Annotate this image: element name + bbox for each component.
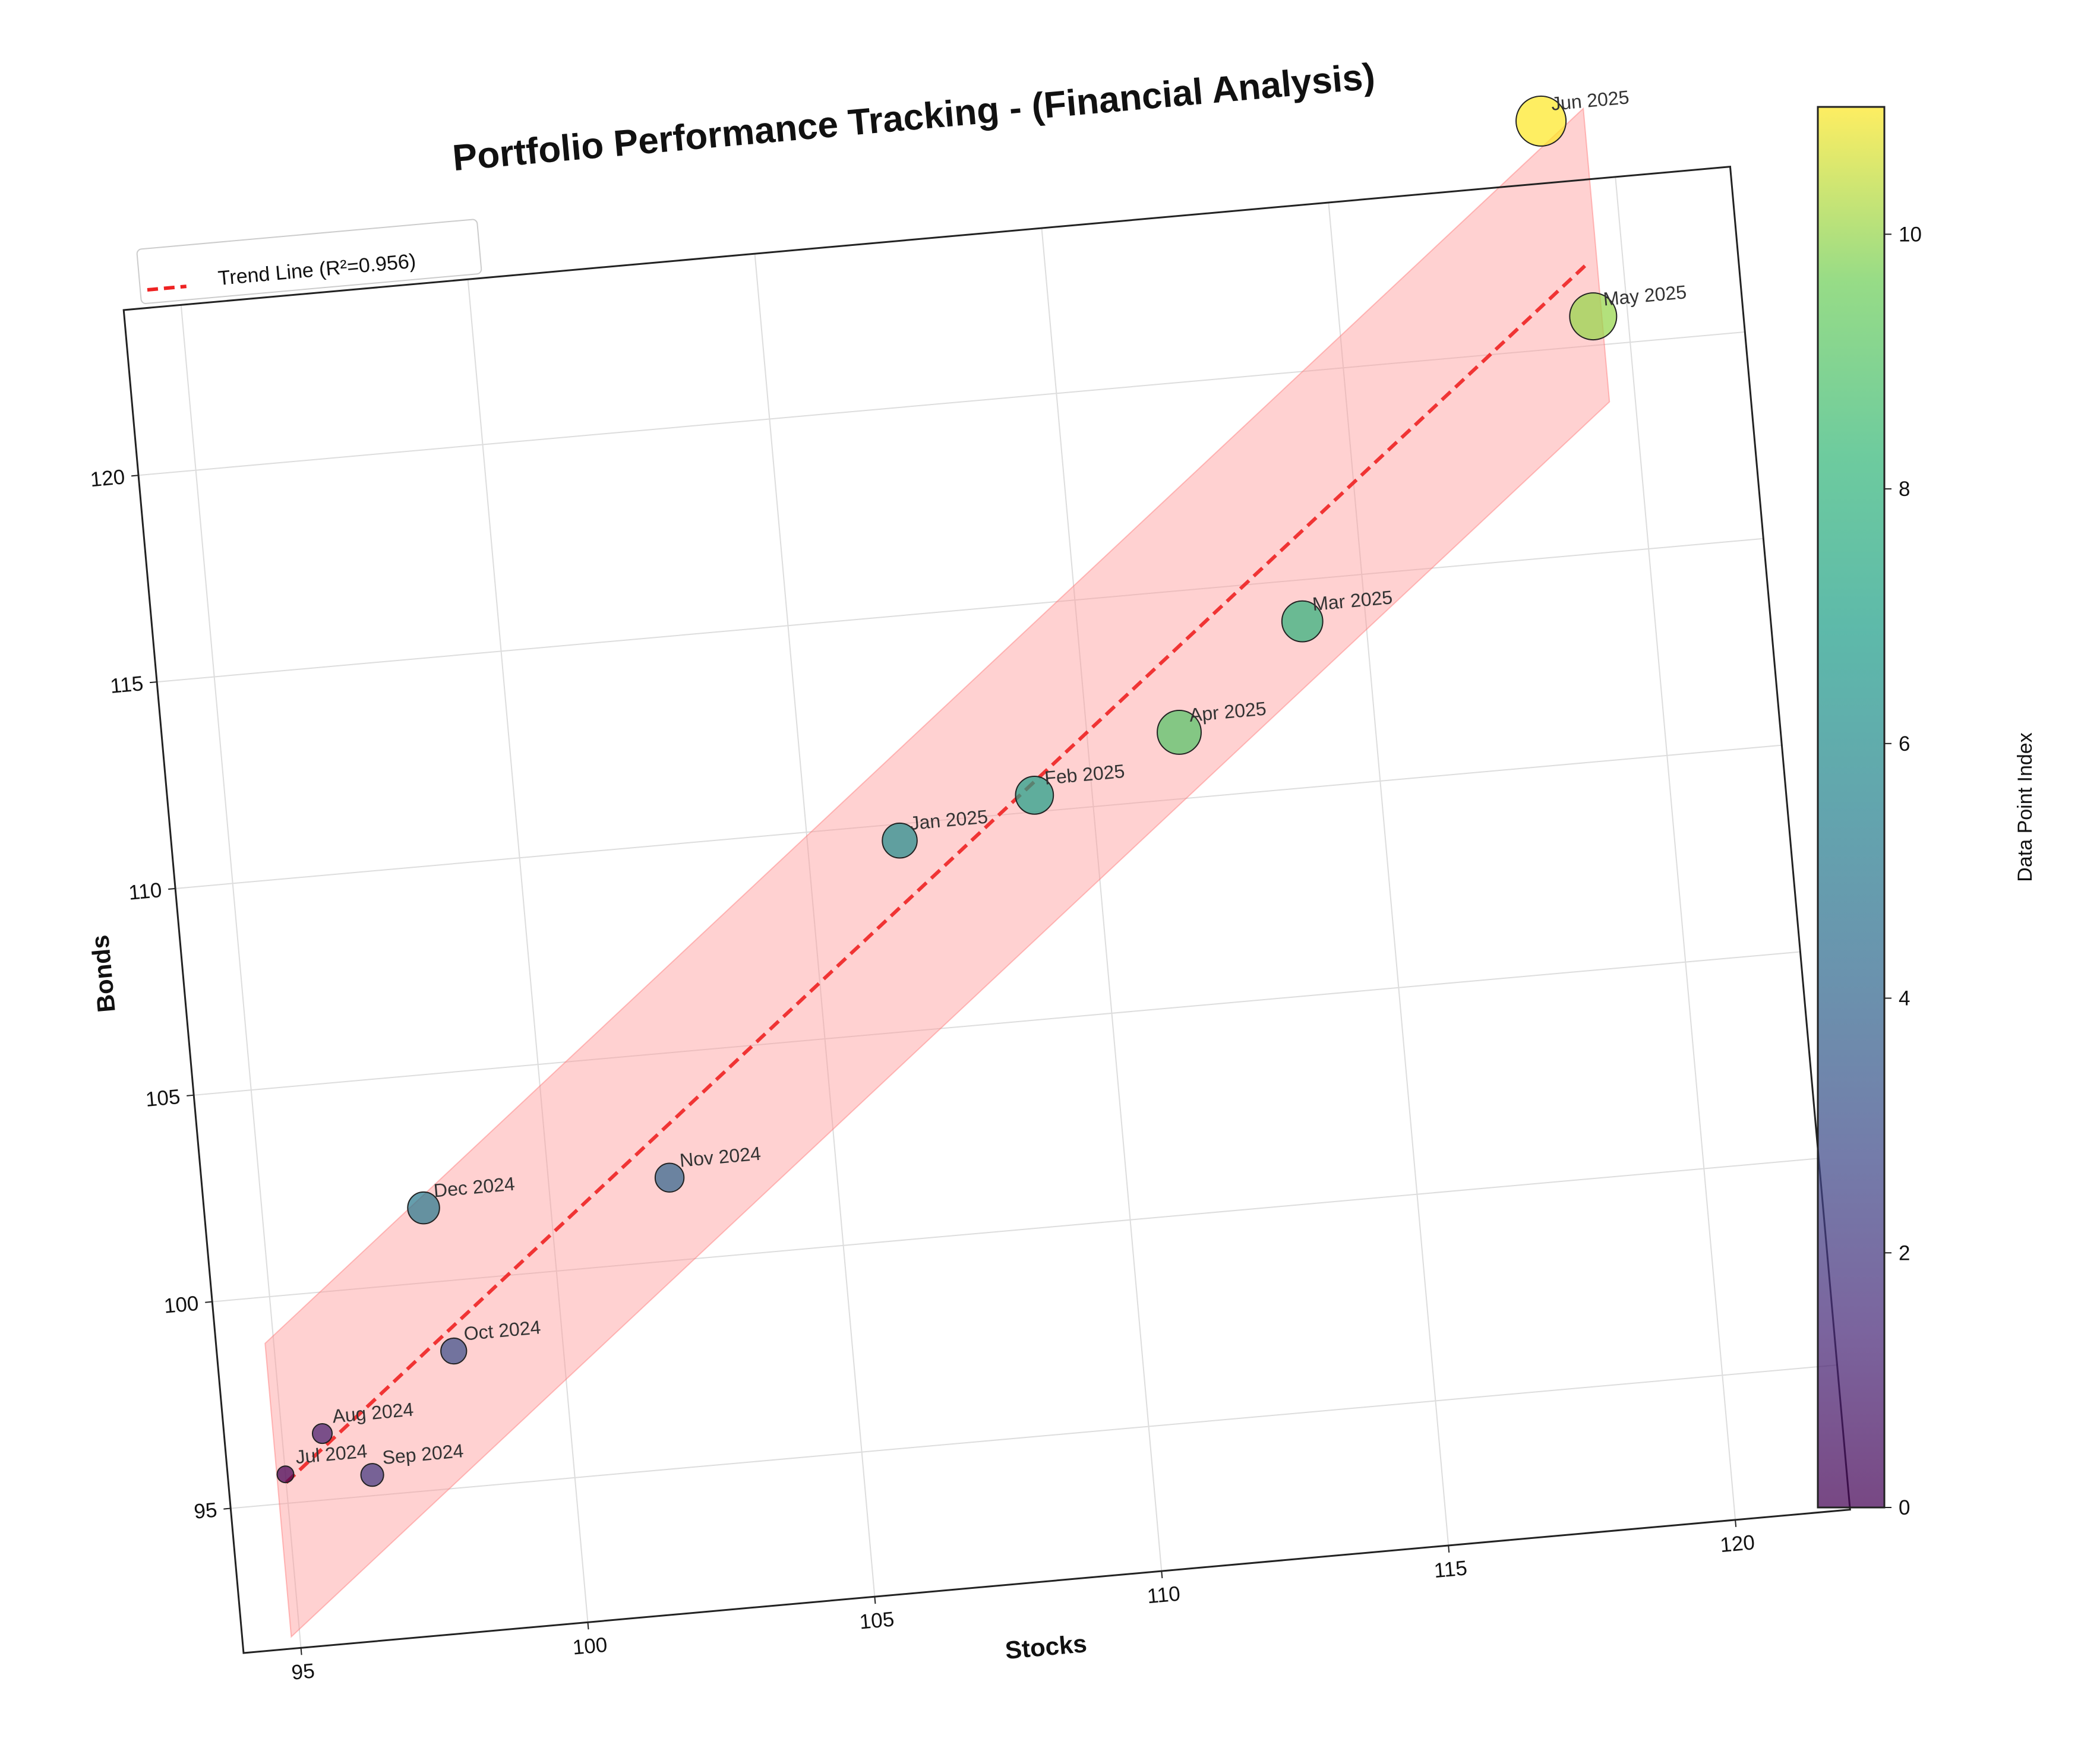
x-tick-label: 120 [1719,1531,1756,1557]
x-grid-line [180,305,302,1648]
y-tick-mark [205,1301,213,1303]
scatter-point [1281,600,1324,643]
y-tick-label: 120 [89,465,126,491]
x-tick-mark [1448,1545,1450,1553]
colorbar-tick-label: 6 [1899,732,1910,756]
scatter-point [1015,775,1054,815]
y-grid-line [212,1158,1819,1303]
x-tick-label: 95 [290,1660,315,1684]
y-tick-mark [187,1094,194,1096]
y-tick-label: 100 [163,1292,200,1318]
x-grid-line [1041,227,1163,1572]
axes-frame [122,166,1851,1654]
colorbar-label: Data Point Index [2014,732,2036,881]
colorbar-tick-label: 0 [1899,1496,1910,1519]
y-tick-label: 105 [144,1085,181,1111]
colorbar-tick-label: 2 [1899,1241,1910,1265]
scatter-point [1569,292,1618,341]
y-tick-label: 95 [193,1499,218,1524]
y-grid-line [175,744,1782,889]
y-tick-label: 115 [109,672,144,698]
x-grid-line [1328,202,1450,1546]
colorbar-gradient [1817,106,1886,1509]
x-tick-mark [1735,1519,1737,1527]
x-tick-mark [300,1648,302,1655]
y-axis-label: Bonds [86,934,120,1013]
y-grid-line [194,951,1801,1096]
colorbar-ticks: 0 2 4 6 8 10 [1884,223,1922,1519]
scatter-point [276,1465,295,1484]
legend: Trend Line (R²=0.956) [136,219,482,304]
scatter-point [1157,709,1202,755]
x-tick-label: 105 [858,1608,895,1634]
y-tick-mark [131,475,139,477]
y-grid-line [138,331,1745,476]
x-grid-line [754,254,876,1597]
axis-ticks: 95 100 105 110 115 120 95 100 105 110 115 120 [89,465,1755,1684]
scatter-point [360,1463,384,1487]
colorbar: 0 2 4 6 8 10 Data Point Index [1817,106,2036,1519]
colorbar-tick-label: 10 [1899,223,1922,246]
point-label: Jun 2025 [1550,86,1630,115]
y-grid-line [157,538,1764,683]
y-tick-label: 110 [128,878,163,905]
scatter-point [440,1337,468,1365]
chart-title: Portfolio Performance Tracking - (Financ… [451,56,1376,179]
scatter-point [1515,95,1567,147]
scatter-points [276,95,1618,1487]
point-label: May 2025 [1602,281,1687,309]
legend-trend-swatch [147,285,187,292]
scatter-point [311,1423,333,1445]
x-tick-label: 110 [1146,1582,1181,1608]
x-tick-mark [1161,1570,1163,1579]
x-tick-label: 115 [1433,1556,1468,1582]
grid-lines [138,176,1837,1648]
y-grid-line [230,1364,1837,1509]
x-tick-mark [874,1597,876,1604]
x-tick-label: 100 [571,1633,608,1660]
scatter-point [407,1191,440,1225]
x-grid-line [467,279,589,1623]
x-grid-line [1615,176,1736,1520]
trend-line [285,261,1590,1484]
legend-box [136,219,482,304]
scatter-point [654,1162,685,1193]
x-axis-label: Stocks [1004,1629,1088,1664]
scatter-point [882,822,918,859]
colorbar-tick-label: 8 [1899,478,1910,501]
colorbar-tick-label: 4 [1899,987,1910,1010]
